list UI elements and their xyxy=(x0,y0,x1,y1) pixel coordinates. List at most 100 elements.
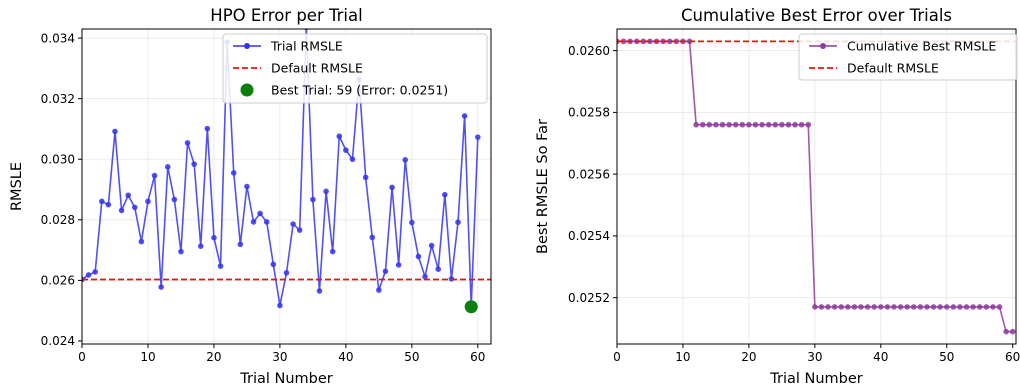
x-tick-label: 30 xyxy=(272,350,287,364)
data-point xyxy=(336,133,343,140)
y-axis: 0.0252 0.0254 0.0256 0.0258 0.0260 xyxy=(568,44,617,305)
y-axis-label: RMSLE xyxy=(9,162,25,211)
data-point xyxy=(904,304,910,310)
data-point xyxy=(316,288,323,294)
data-point xyxy=(376,287,382,293)
data-point xyxy=(369,234,376,241)
chart-2: 0 10 20 30 40 50 600.02520.02540.02560.02580.0… xyxy=(535,6,1020,387)
data-point xyxy=(382,268,389,275)
data-point xyxy=(118,207,125,214)
data-point xyxy=(415,253,422,260)
chart-title: Cumulative Best Error over Trials xyxy=(681,6,952,25)
data-point xyxy=(178,248,184,255)
x-axis-label: Trial Number xyxy=(239,371,333,387)
data-point xyxy=(713,121,719,128)
data-point xyxy=(785,121,792,128)
data-point xyxy=(779,121,785,128)
data-point xyxy=(1009,328,1016,335)
data-point xyxy=(164,164,171,170)
y-tick-label: 0.032 xyxy=(41,92,75,106)
data-point xyxy=(884,304,891,310)
data-point xyxy=(917,304,924,310)
data-point xyxy=(746,121,752,128)
data-point xyxy=(864,304,871,310)
x-tick-label: 20 xyxy=(741,350,756,364)
plot-area xyxy=(82,29,491,314)
data-point xyxy=(184,140,191,146)
y-tick-label: 0.0252 xyxy=(568,291,610,305)
x-axis: 0 10 20 30 40 50 60 xyxy=(78,344,485,364)
data-point xyxy=(950,304,957,310)
data-point xyxy=(442,191,448,198)
data-point xyxy=(937,304,943,310)
data-point xyxy=(310,196,316,203)
data-point xyxy=(996,304,1003,310)
data-point xyxy=(204,125,211,132)
data-point xyxy=(666,38,673,45)
x-tick-label: 60 xyxy=(470,350,485,364)
data-point xyxy=(739,121,746,128)
legend-box xyxy=(222,33,488,104)
data-point xyxy=(283,270,290,276)
data-point xyxy=(699,121,706,128)
data-point xyxy=(970,304,976,310)
data-point xyxy=(343,147,349,153)
data-point xyxy=(693,121,699,128)
data-point xyxy=(976,304,983,310)
legend-marker-swatch xyxy=(244,43,250,49)
data-point xyxy=(878,304,884,310)
legend-box xyxy=(798,33,1018,81)
x-tick-label: 30 xyxy=(807,350,822,364)
data-point xyxy=(435,266,442,272)
best-trial-point xyxy=(464,300,478,314)
data-point xyxy=(270,261,277,268)
data-point xyxy=(983,304,990,310)
data-point xyxy=(230,170,237,176)
data-point xyxy=(290,221,296,227)
data-point xyxy=(329,248,336,255)
x-tick-label: 20 xyxy=(206,350,221,364)
data-point xyxy=(138,238,145,245)
data-point xyxy=(98,198,105,205)
data-point xyxy=(92,269,98,275)
x-tick-label: 0 xyxy=(613,350,621,364)
data-point xyxy=(831,304,838,310)
data-point xyxy=(323,188,329,195)
data-point xyxy=(858,304,864,310)
data-point xyxy=(257,210,263,217)
x-axis-label: Trial Number xyxy=(769,371,863,387)
data-point xyxy=(851,304,858,310)
data-point xyxy=(943,304,950,310)
legend-label: Default RMSLE xyxy=(847,61,939,76)
data-point xyxy=(277,302,283,309)
data-point xyxy=(957,304,963,310)
data-point xyxy=(990,304,996,310)
y-axis-label: Best RMSLE So Far xyxy=(535,119,551,254)
data-point xyxy=(349,156,356,163)
legend-point-swatch xyxy=(240,83,254,97)
data-point xyxy=(428,242,435,249)
y-tick-label: 0.030 xyxy=(41,152,75,166)
legend: Trial RMSLE Default RMSLE Best Trial: 59 (… xyxy=(222,33,488,104)
data-point xyxy=(389,184,395,191)
data-point xyxy=(838,304,845,310)
data-point xyxy=(798,121,805,128)
data-point xyxy=(732,121,739,128)
data-point xyxy=(640,38,647,45)
y-tick-label: 0.026 xyxy=(41,274,75,288)
data-point xyxy=(1003,328,1009,335)
data-point xyxy=(845,304,851,310)
data-point xyxy=(818,304,825,310)
data-point xyxy=(263,219,270,225)
data-point xyxy=(475,134,481,140)
data-point xyxy=(765,121,772,128)
data-point xyxy=(924,304,930,310)
data-point xyxy=(422,273,428,280)
data-point xyxy=(197,243,204,249)
x-tick-label: 60 xyxy=(1005,350,1020,364)
data-point xyxy=(752,121,759,128)
data-point xyxy=(151,172,158,179)
x-tick-label: 0 xyxy=(78,350,86,364)
x-axis: 0 10 20 30 40 50 60 xyxy=(613,344,1020,364)
data-point xyxy=(244,183,250,190)
